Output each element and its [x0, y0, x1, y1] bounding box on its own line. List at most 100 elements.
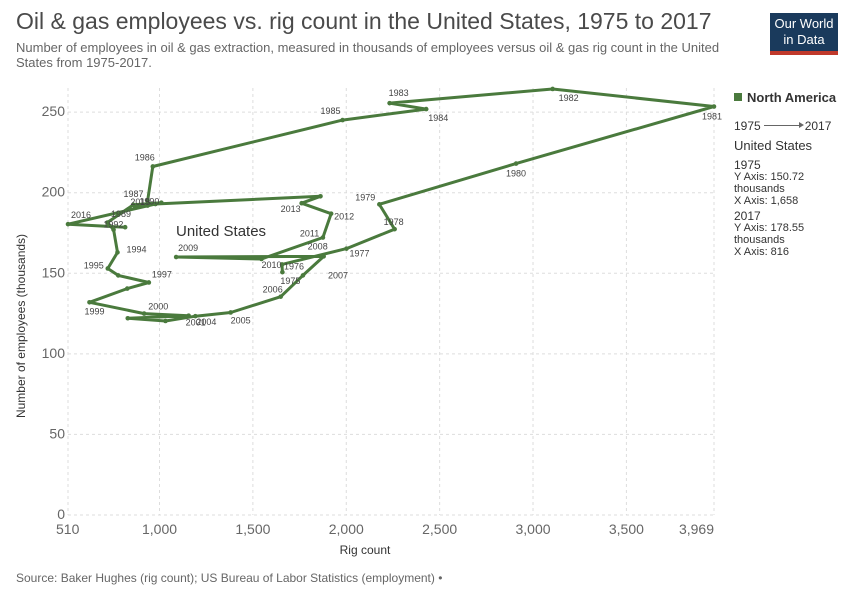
data-point-1977[interactable]: [344, 246, 349, 251]
data-point-2007[interactable]: [300, 273, 306, 278]
data-point-1979[interactable]: [377, 202, 382, 207]
timeline-end: 2017: [804, 119, 832, 133]
data-point-2011[interactable]: [320, 235, 326, 240]
point-label-1992: 1992: [103, 220, 123, 230]
point-label-1980: 1980: [506, 169, 526, 179]
data-point-1992[interactable]: [105, 220, 110, 225]
x-tick-label: 3,969: [679, 521, 714, 537]
point-label-2016: 2016: [71, 210, 91, 220]
data-point-2013[interactable]: [299, 200, 304, 206]
point-label-2012: 2012: [334, 212, 354, 222]
x-tick-label: 510: [56, 521, 80, 537]
data-point-1981[interactable]: [711, 104, 717, 109]
data-point-1991[interactable]: [131, 202, 136, 208]
x-tick-label: 2,500: [422, 521, 457, 537]
y-tick-label: 50: [49, 425, 65, 441]
point-label-2011: 2011: [300, 229, 319, 239]
point-label-2007: 2007: [328, 270, 348, 280]
data-point-1995[interactable]: [105, 266, 111, 271]
data-point-2004[interactable]: [193, 313, 198, 319]
data-point-1975[interactable]: [280, 269, 285, 275]
data-point-1980[interactable]: [513, 161, 519, 166]
data-point-2002[interactable]: [125, 315, 131, 321]
y-tick-label: 250: [42, 103, 66, 119]
data-point-2000[interactable]: [141, 311, 147, 316]
data-point-1985[interactable]: [340, 117, 345, 123]
data-point-1998[interactable]: [124, 286, 130, 291]
point-label-1986: 1986: [135, 152, 155, 162]
point-label-1977: 1977: [349, 249, 369, 259]
legend-region[interactable]: North America: [734, 90, 836, 105]
data-point-1999[interactable]: [87, 300, 92, 305]
data-point-1983[interactable]: [387, 100, 392, 106]
data-point-2001[interactable]: [186, 313, 191, 318]
data-point-2015[interactable]: [153, 201, 158, 207]
point-labels: 1975 1976 1977 1978 1979 1980 1981 1982 1983 1984…: [71, 88, 722, 328]
owid-logo[interactable]: Our World in Data: [770, 13, 838, 55]
point-label-1990: 1990: [139, 197, 159, 207]
data-point-1993[interactable]: [111, 227, 116, 233]
data-point-1978[interactable]: [392, 226, 397, 232]
data-point-1988[interactable]: [145, 203, 150, 208]
info-start-y: Y Axis: 150.72: [734, 171, 805, 183]
gridlines: [67, 88, 715, 516]
x-tick-label: 1,000: [142, 521, 177, 537]
data-point-1982[interactable]: [550, 86, 555, 92]
data-point-1997[interactable]: [146, 280, 152, 285]
x-axis-label: Rig count: [340, 543, 391, 557]
data-point-1986[interactable]: [150, 164, 156, 169]
x-tick-label: 3,500: [609, 521, 644, 537]
data-point-2003[interactable]: [163, 318, 168, 324]
point-label-2001: 2001: [186, 318, 206, 328]
point-label-1987: 1987: [124, 189, 144, 199]
y-axis-ticks: 0 50 100 150 200 250: [42, 103, 66, 522]
point-label-1984: 1984: [428, 113, 448, 123]
point-label-2010: 2010: [261, 260, 281, 270]
point-label-1976: 1976: [284, 261, 304, 271]
info-country: United States: [734, 138, 813, 153]
point-label-1978: 1978: [384, 217, 404, 227]
data-point-2008[interactable]: [321, 254, 326, 259]
timeline-start: 1975: [734, 119, 761, 133]
data-point-1990[interactable]: [159, 200, 164, 206]
timeline-control[interactable]: 1975 2017: [734, 119, 831, 133]
data-point-2005[interactable]: [228, 310, 233, 315]
data-point-2010[interactable]: [259, 256, 264, 262]
x-tick-label: 2,000: [329, 521, 364, 537]
point-label-2008: 2008: [308, 241, 328, 251]
data-point-2016[interactable]: [65, 221, 71, 227]
y-tick-label: 150: [42, 264, 66, 280]
data-point-1994[interactable]: [115, 250, 120, 255]
point-label-2013: 2013: [281, 204, 301, 214]
logo-line-2: in Data: [783, 32, 825, 47]
x-tick-label: 3,000: [516, 521, 551, 537]
data-point-1984[interactable]: [423, 106, 429, 112]
series-line-united-states[interactable]: [66, 87, 716, 323]
x-axis-ticks: 510 1,000 1,500 2,000 2,500 3,000 3,500 3,969: [56, 521, 714, 537]
data-point-2012[interactable]: [328, 211, 334, 216]
point-label-1985: 1985: [321, 106, 341, 116]
data-point-1976[interactable]: [279, 262, 285, 267]
point-label-1997: 1997: [152, 269, 172, 279]
data-point-1996[interactable]: [115, 273, 121, 278]
point-label-2015: 2015: [130, 197, 150, 207]
point-label-1981: 1981: [702, 112, 722, 122]
chart-title: Oil & gas employees vs. rig count in the…: [16, 8, 712, 34]
data-point-2006[interactable]: [278, 294, 284, 299]
point-label-1975: 1975: [280, 276, 300, 286]
logo-line-1: Our World: [774, 16, 834, 31]
point-label-2005: 2005: [231, 315, 251, 325]
info-end-year: 2017: [734, 209, 761, 223]
legend-region-label: North America: [747, 90, 837, 105]
point-label-2009: 2009: [178, 243, 198, 253]
point-label-1994: 1994: [126, 244, 146, 254]
data-point-2009[interactable]: [173, 254, 179, 260]
data-point-1987[interactable]: [145, 198, 150, 204]
timeline-arrow-icon: [763, 122, 804, 128]
data-point-2017[interactable]: [122, 224, 128, 230]
data-point-2014[interactable]: [318, 193, 323, 199]
info-start-year: 1975: [734, 158, 761, 172]
point-label-2004: 2004: [196, 317, 216, 327]
data-points: [65, 86, 717, 324]
